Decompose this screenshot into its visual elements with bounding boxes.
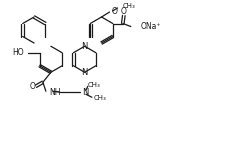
Text: N: N bbox=[82, 88, 88, 97]
Text: O: O bbox=[30, 82, 36, 91]
Text: O: O bbox=[121, 7, 127, 16]
Text: NH: NH bbox=[49, 88, 60, 97]
Text: ONa⁺: ONa⁺ bbox=[141, 22, 161, 31]
Text: N: N bbox=[81, 42, 88, 51]
Text: CH₃: CH₃ bbox=[88, 82, 101, 88]
Text: HO: HO bbox=[12, 48, 24, 57]
Text: O: O bbox=[112, 7, 117, 16]
Text: CH₃: CH₃ bbox=[94, 95, 107, 101]
Text: CH₃: CH₃ bbox=[123, 3, 135, 9]
Text: N: N bbox=[81, 68, 88, 77]
